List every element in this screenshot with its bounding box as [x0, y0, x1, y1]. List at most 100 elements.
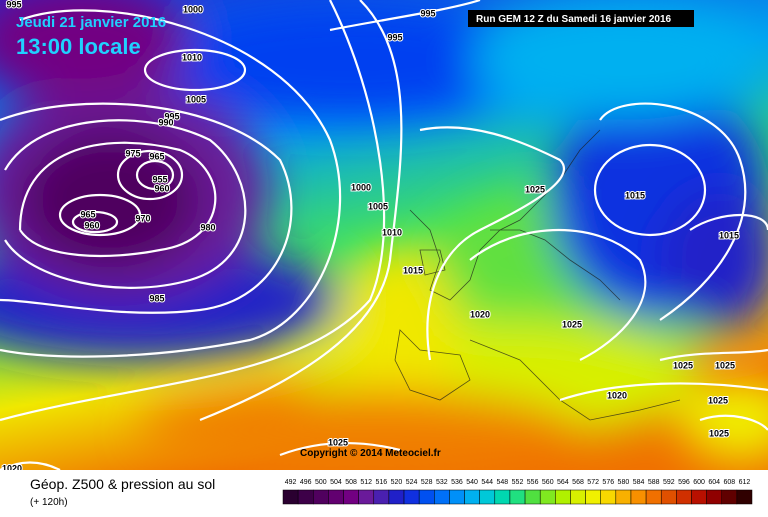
scale-label: 596	[678, 479, 690, 486]
scale-label: 500	[315, 479, 327, 486]
run-label: Run GEM 12 Z du Samedi 16 janvier 2016	[476, 14, 672, 25]
run-box	[468, 10, 694, 27]
scale-swatch	[539, 489, 556, 505]
scale-label: 572	[587, 479, 599, 486]
scale-swatch	[434, 489, 450, 505]
isobar-label: 960	[154, 183, 169, 193]
scale-label: 512	[360, 479, 372, 486]
isobar-label: 965	[80, 209, 95, 219]
scale-label: 540	[466, 479, 478, 486]
scale-label: 564	[557, 479, 569, 486]
scale-swatch	[343, 489, 359, 505]
scale-swatch	[328, 489, 344, 505]
scale-swatch	[630, 489, 647, 505]
scale-label: 520	[391, 479, 403, 486]
scale-label: 544	[481, 479, 493, 486]
date-label: Jeudi 21 janvier 2016	[16, 14, 166, 31]
scale-swatch	[570, 489, 586, 505]
scale-swatch	[494, 489, 511, 505]
isobar-label: 1015	[719, 230, 739, 240]
isobar-label: 995	[387, 32, 402, 42]
isobar-label: 1010	[182, 52, 202, 62]
isobar-label: 990	[158, 117, 173, 127]
scale-swatch	[297, 489, 314, 505]
map	[0, 0, 768, 470]
scale-label: 548	[497, 479, 509, 486]
isobar-label: 1000	[183, 4, 203, 14]
scale-swatch	[585, 489, 601, 505]
scale-swatch	[313, 489, 329, 505]
scale-swatch	[282, 489, 299, 505]
isobar-label: 1005	[186, 94, 206, 104]
scale-label: 528	[421, 479, 433, 486]
scale-swatch	[373, 489, 390, 505]
scale-swatch	[479, 489, 496, 505]
isobar-label: 955	[152, 174, 167, 184]
scale-swatch	[721, 489, 738, 505]
scale-swatch	[736, 489, 753, 505]
scale-swatch	[691, 489, 707, 505]
scale-label: 516	[375, 479, 387, 486]
scale-label: 536	[451, 479, 463, 486]
scale-label: 560	[542, 479, 554, 486]
scale-label: 612	[739, 479, 751, 486]
scale-swatch	[358, 489, 375, 505]
scale-swatch	[464, 489, 480, 505]
scale-swatch	[676, 489, 692, 505]
isobar-label: 1025	[525, 184, 545, 194]
scale-swatch	[403, 489, 420, 505]
scale-label: 608	[723, 479, 735, 486]
time-label: 13:00 locale	[16, 34, 141, 59]
isobars	[0, 0, 768, 470]
scale-label: 556	[527, 479, 539, 486]
isobar-label: 995	[6, 0, 21, 9]
scale-label: 532	[436, 479, 448, 486]
isobar-label: 1005	[368, 201, 388, 211]
isobar-label: 970	[135, 213, 150, 223]
scale-swatch	[615, 489, 632, 505]
scale-label: 568	[572, 479, 584, 486]
scale-label: 604	[708, 479, 720, 486]
footer-title: Géop. Z500 & pression au sol	[30, 476, 215, 492]
isobar-label: 995	[420, 8, 435, 18]
isobar-label: 1015	[403, 265, 423, 275]
scale-swatch	[509, 489, 526, 505]
isobar-label: 995	[164, 111, 179, 121]
isobar-label: 985	[149, 293, 164, 303]
scale-label: 508	[345, 479, 357, 486]
scale-label: 592	[663, 479, 675, 486]
isobar-label: 965	[149, 151, 164, 161]
isobar-label: 1000	[351, 182, 371, 192]
scale-swatch	[555, 489, 571, 505]
scale-label: 492	[285, 479, 297, 486]
scale-label: 496	[300, 479, 312, 486]
copyright: Copyright © 2014 Meteociel.fr	[300, 448, 441, 459]
isobar-label: 1025	[673, 360, 693, 370]
isobar-label: 1025	[708, 395, 728, 405]
scale-swatch	[524, 489, 541, 505]
isobar-label: 980	[200, 222, 215, 232]
isobar-label: 1015	[625, 190, 645, 200]
isobar-label: 1025	[328, 437, 348, 447]
scale-swatch	[645, 489, 662, 505]
isobar-label: 1025	[715, 360, 735, 370]
scale-label: 600	[693, 479, 705, 486]
scale-label: 580	[618, 479, 630, 486]
scale-label: 588	[648, 479, 660, 486]
footer-subtitle: (+ 120h)	[30, 497, 68, 508]
scale-swatch	[660, 489, 677, 505]
scale-swatch	[706, 489, 722, 505]
scale-label: 504	[330, 479, 342, 486]
isobar-label: 1020	[607, 390, 627, 400]
isobar-label: 1025	[709, 428, 729, 438]
scale-label: 576	[602, 479, 614, 486]
isobar-label: 1025	[562, 319, 582, 329]
scale-label: 552	[512, 479, 524, 486]
scale-label: 584	[633, 479, 645, 486]
isobar-label: 1010	[382, 227, 402, 237]
isobar-label: 1020	[470, 309, 490, 319]
scale-label: 524	[406, 479, 418, 486]
scale-swatch	[600, 489, 617, 505]
scale-swatch	[449, 489, 465, 505]
